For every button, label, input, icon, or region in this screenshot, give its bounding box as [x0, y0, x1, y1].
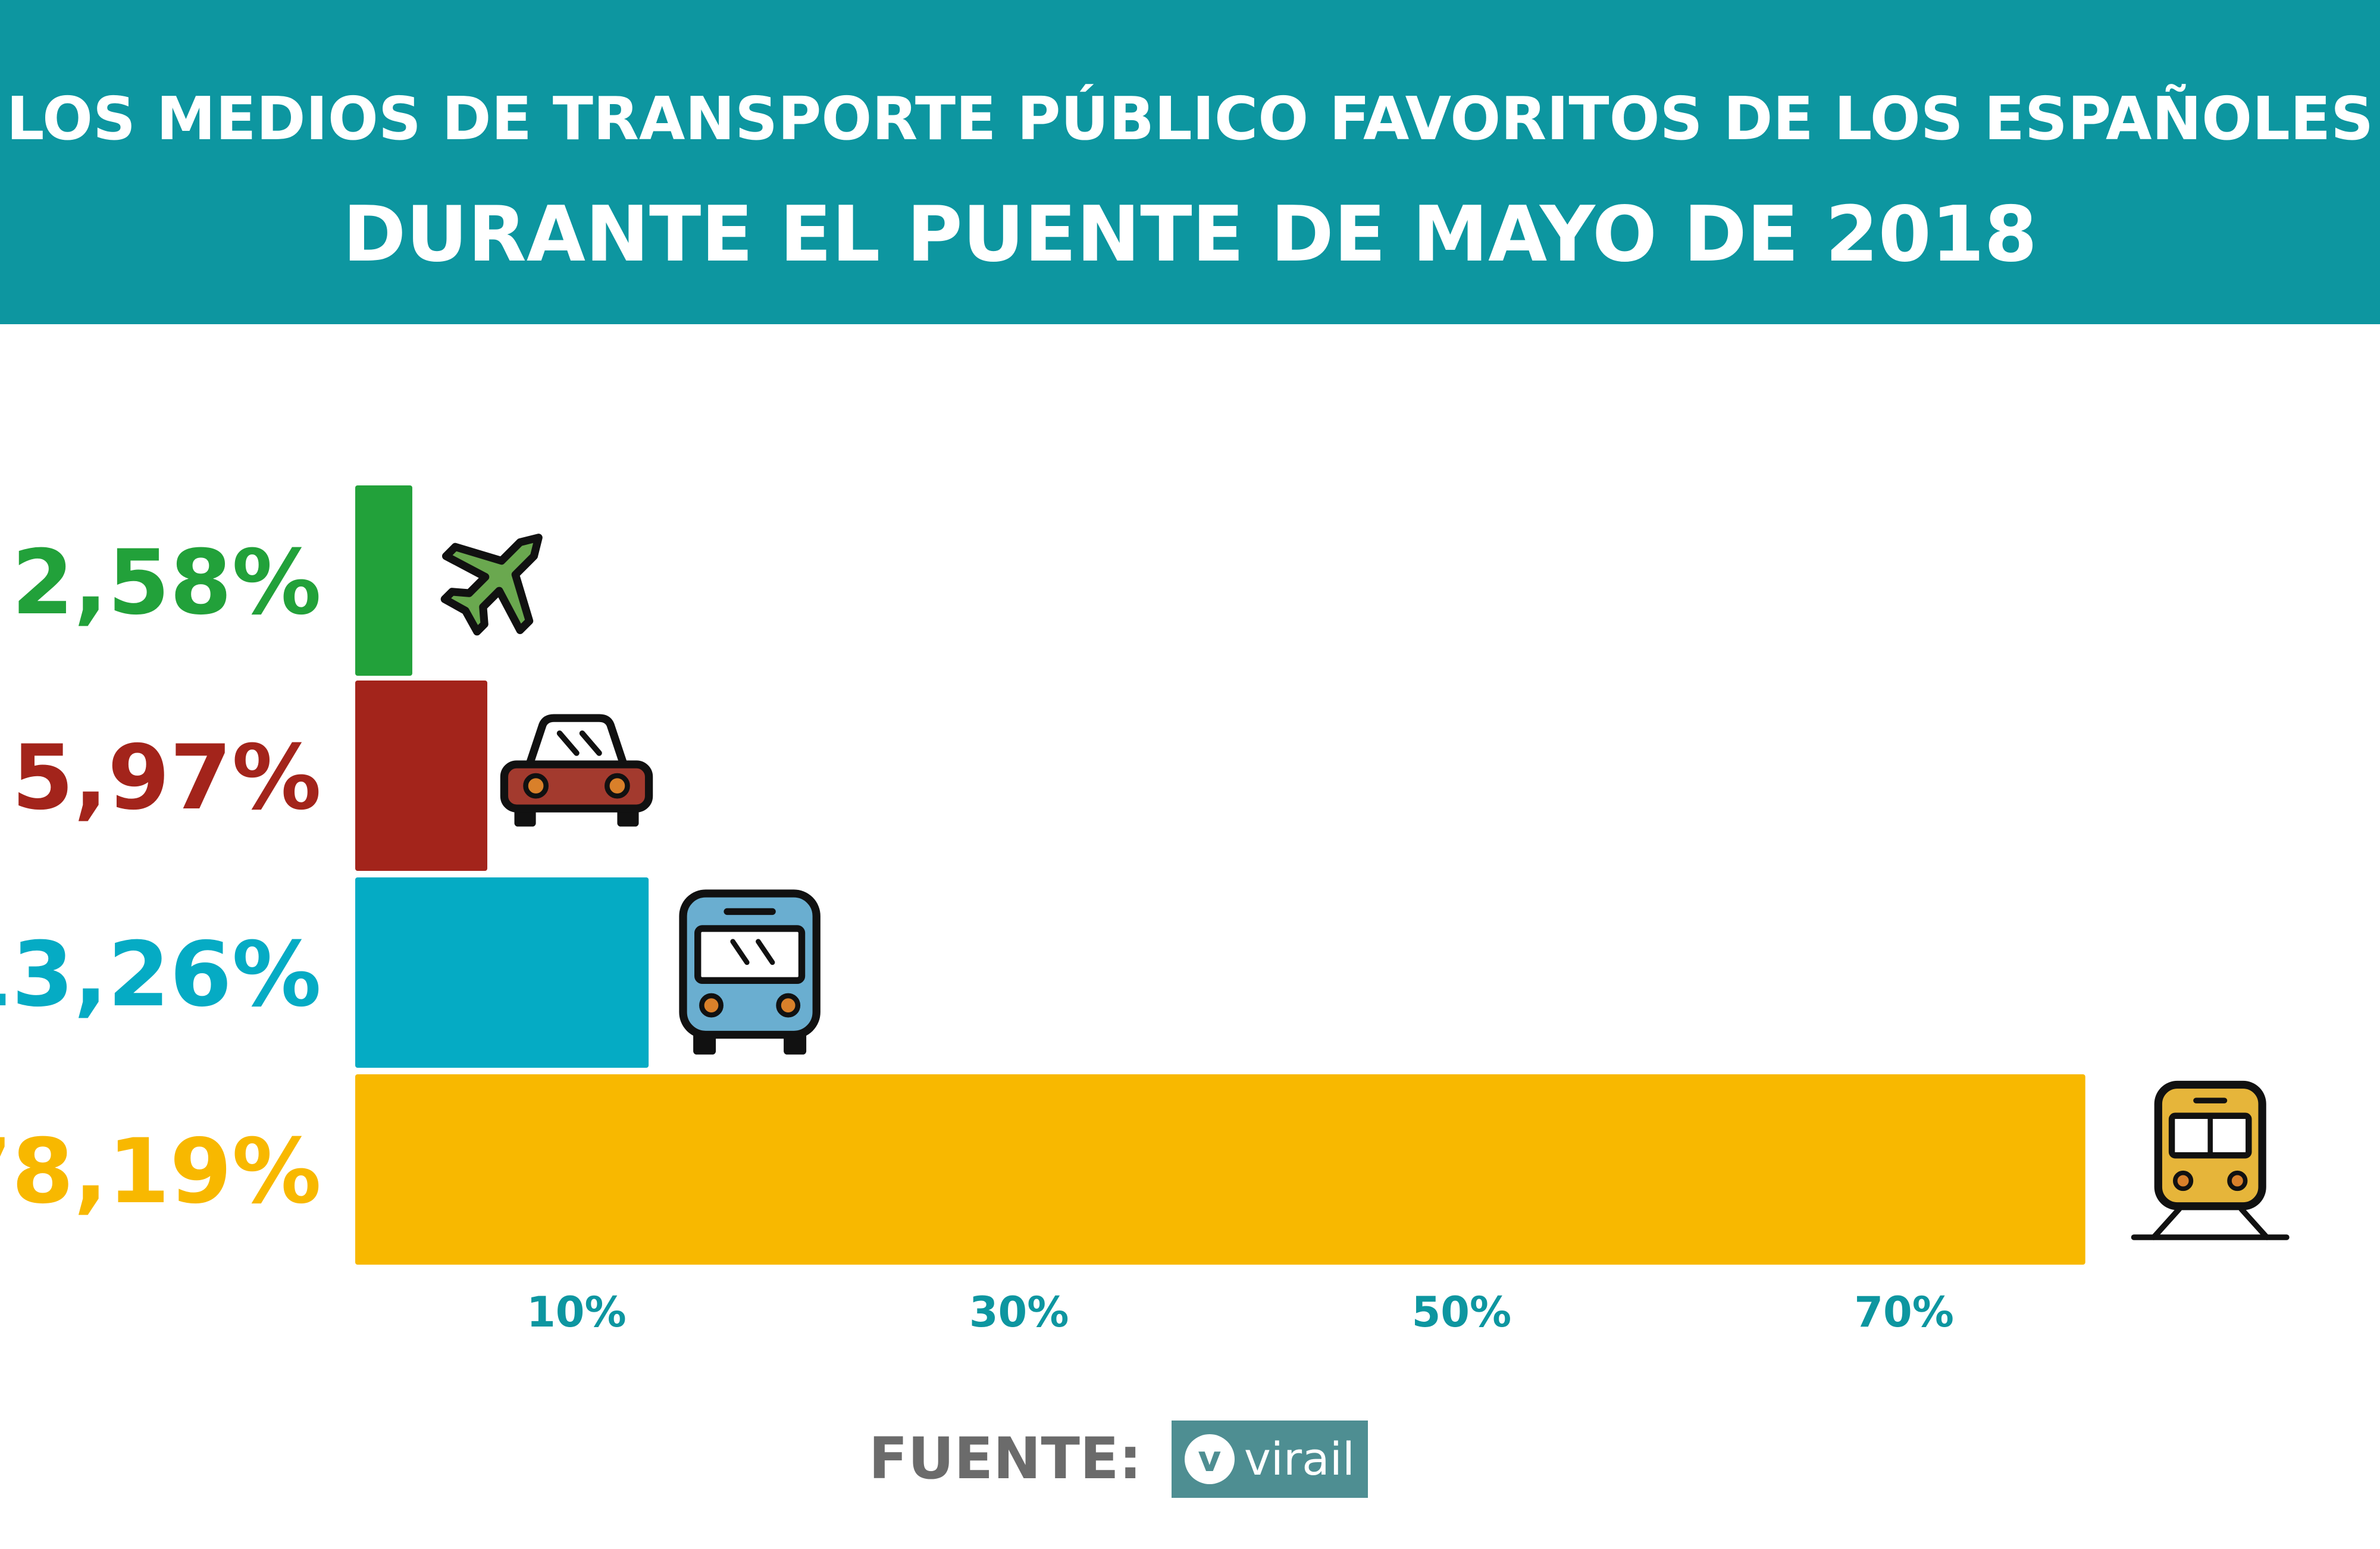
bar-bus	[355, 877, 649, 1068]
chart-title: LOS MEDIOS DE TRANSPORTE PÚBLICO FAVORIT…	[6, 84, 2374, 153]
virail-logo-mark: v	[1184, 1434, 1235, 1484]
bus-icon	[679, 889, 821, 1055]
x-tick-label: 50%	[1412, 1288, 1512, 1337]
value-label-bus: 13,26%	[0, 923, 321, 1027]
source-label: FUENTE:	[869, 1425, 1142, 1492]
x-tick-label: 10%	[527, 1288, 627, 1337]
bar-train	[355, 1074, 2085, 1265]
virail-logo-text: virail	[1244, 1432, 1355, 1485]
source-attribution: FUENTE: v virail	[869, 1419, 1368, 1499]
x-tick-label: 30%	[969, 1288, 1069, 1337]
x-tick-label: 70%	[1854, 1288, 1954, 1337]
value-label-car: 5,97%	[12, 726, 321, 830]
car-icon	[500, 714, 653, 827]
value-label-train: 78,19%	[0, 1120, 321, 1224]
airplane-icon	[440, 534, 543, 636]
virail-logo: v virail	[1171, 1420, 1368, 1498]
bar-car	[355, 681, 488, 871]
chart-subtitle: DURANTE EL PUENTE DE MAYO DE 2018	[343, 190, 2037, 279]
train-icon	[2131, 1080, 2290, 1240]
header-banner: LOS MEDIOS DE TRANSPORTE PÚBLICO FAVORIT…	[0, 0, 2380, 324]
bar-airplane	[355, 485, 412, 676]
value-label-airplane: 2,58%	[12, 531, 321, 635]
